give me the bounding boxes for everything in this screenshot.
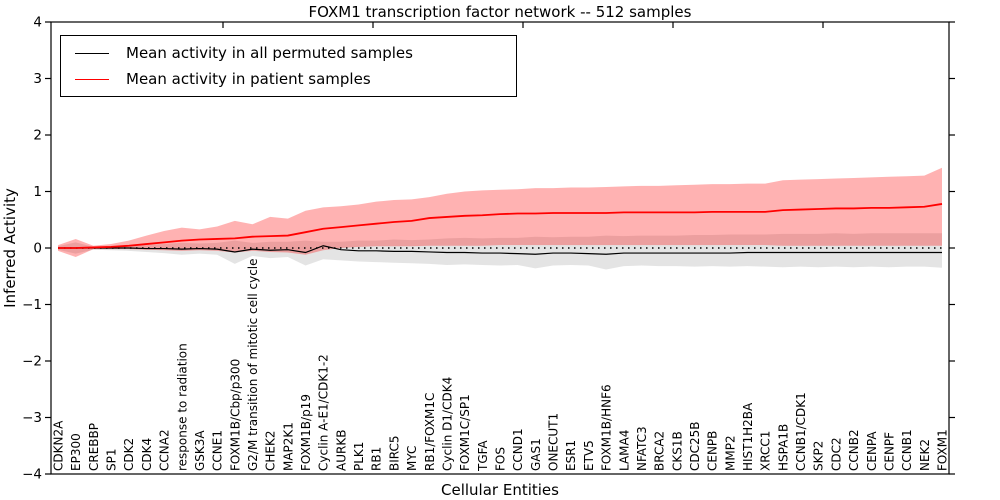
x-category-label: RB1/FOXM1C xyxy=(423,393,437,471)
x-category-label: G2/M transition of mitotic cell cycle xyxy=(246,258,260,471)
x-category-label: MMP2 xyxy=(723,435,737,471)
x-category-label: CDC25B xyxy=(688,422,702,472)
x-category-label: SKP2 xyxy=(812,441,826,471)
x-category-label: CCNE1 xyxy=(211,430,225,471)
x-category-label: FOXM1B/p19 xyxy=(299,394,313,471)
legend-label-patient: Mean activity in patient samples xyxy=(126,70,371,88)
x-category-label: CDKN2A xyxy=(52,420,66,471)
y-tick-label: −2 xyxy=(22,354,42,370)
x-category-label: MYC xyxy=(405,446,419,471)
x-category-label: PLK1 xyxy=(352,442,366,471)
y-tick-label: 2 xyxy=(33,128,42,144)
x-category-label: LAMA4 xyxy=(617,430,631,471)
x-category-label: FOS xyxy=(494,447,508,471)
x-category-label: BRCA2 xyxy=(653,431,667,471)
x-category-label: CENPB xyxy=(706,431,720,471)
y-tick-label: −1 xyxy=(22,297,42,313)
y-tick-label: −4 xyxy=(22,467,42,483)
x-category-label: NEK2 xyxy=(918,439,932,471)
permuted-mean-line xyxy=(58,245,942,255)
x-category-label: GSK3A xyxy=(193,430,207,471)
x-category-label: SP1 xyxy=(105,449,119,472)
y-tick-label: −3 xyxy=(22,410,42,426)
legend-label-permuted: Mean activity in all permuted samples xyxy=(126,44,413,62)
x-category-label: EP300 xyxy=(69,433,83,471)
x-category-label: CCNB1 xyxy=(900,429,914,471)
y-tick-label: 4 xyxy=(33,15,42,31)
y-tick-label: 1 xyxy=(33,184,42,200)
x-category-label: CCNA2 xyxy=(158,429,172,471)
x-category-label: FOXM1 xyxy=(936,429,950,471)
x-category-label: HSPA1B xyxy=(776,424,790,471)
x-category-label: TGFA xyxy=(476,440,490,472)
x-category-label: FOXM1B/HNF6 xyxy=(600,384,614,471)
x-category-label: FOXM1C/SP1 xyxy=(458,394,472,471)
y-tick-label: 0 xyxy=(33,241,42,257)
x-category-label: CCND1 xyxy=(511,428,525,471)
x-category-label: CKS1B xyxy=(670,431,684,471)
patient-line-swatch xyxy=(75,78,109,80)
x-category-label: response to radiation xyxy=(175,343,189,471)
x-category-label: HIST1H2BA xyxy=(741,402,755,471)
x-category-label: CDC2 xyxy=(829,437,843,471)
x-category-label: GAS1 xyxy=(529,438,543,471)
permuted-line-swatch xyxy=(75,52,109,54)
x-category-label: CCNB2 xyxy=(847,429,861,471)
x-axis-label: Cellular Entities xyxy=(441,481,559,499)
x-category-label: CENPF xyxy=(882,432,896,471)
legend: Mean activity in all permuted samples Me… xyxy=(60,35,517,97)
x-category-label: NFATC3 xyxy=(635,426,649,471)
legend-entry-patient: Mean activity in patient samples xyxy=(61,70,516,88)
chart-title: FOXM1 transcription factor network -- 51… xyxy=(308,3,692,21)
x-category-label: FOXM1B/Cbp/p300 xyxy=(228,359,242,471)
x-category-label: ESR1 xyxy=(564,440,578,471)
x-category-label: CREBBP xyxy=(87,423,101,471)
y-tick-label: 3 xyxy=(33,71,42,87)
legend-entry-permuted: Mean activity in all permuted samples xyxy=(61,44,516,62)
x-category-label: CHEK2 xyxy=(264,431,278,472)
x-category-label: Cyclin A-E1/CDK1-2 xyxy=(317,354,331,471)
x-category-label: CENPA xyxy=(865,431,879,471)
x-category-label: MAP2K1 xyxy=(281,422,295,471)
x-category-label: AURKB xyxy=(334,430,348,471)
x-category-label: XRCC1 xyxy=(759,431,773,471)
x-category-label: BIRC5 xyxy=(387,435,401,471)
x-category-label: ETV5 xyxy=(582,440,596,471)
x-category-label: CDK4 xyxy=(140,438,154,471)
x-category-label: CCNB1/CDK1 xyxy=(794,392,808,471)
patient-band xyxy=(58,167,942,258)
patient-mean-line xyxy=(58,203,943,249)
x-category-label: RB1 xyxy=(370,447,384,471)
x-category-label: ONECUT1 xyxy=(547,413,561,471)
x-category-label: Cyclin D1/CDK4 xyxy=(440,377,454,471)
x-category-label: CDK2 xyxy=(122,438,136,471)
permuted-band xyxy=(58,233,942,270)
